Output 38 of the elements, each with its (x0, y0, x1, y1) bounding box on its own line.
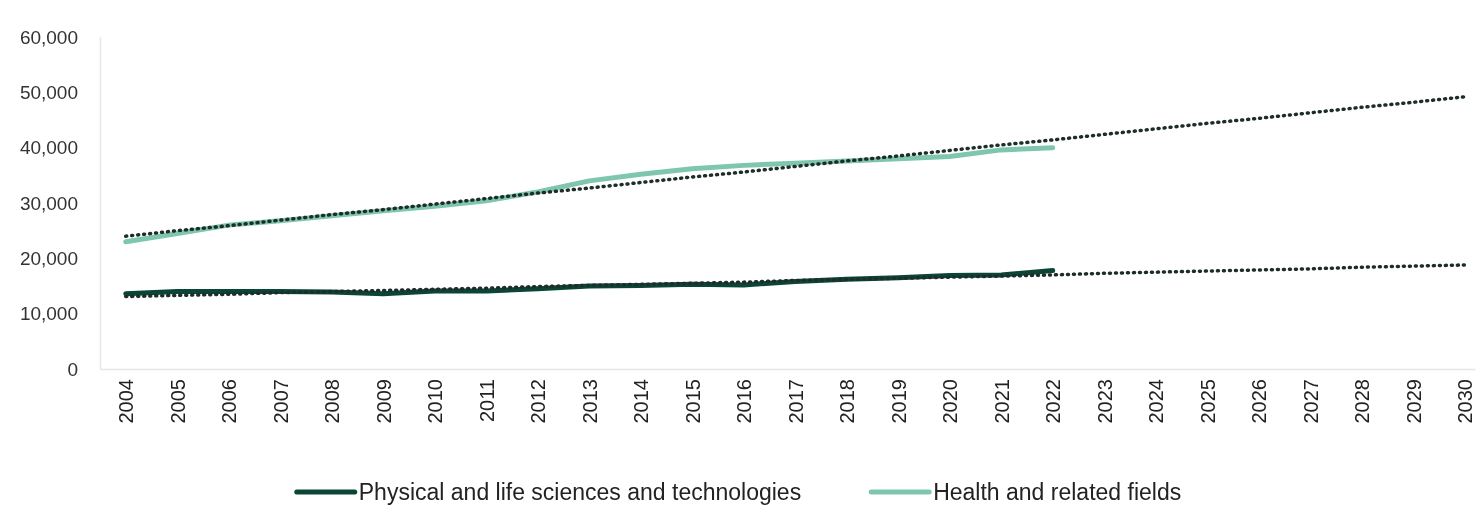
y-tick-label: 40,000 (19, 137, 78, 159)
legend-label: Health and related fields (933, 479, 1182, 506)
y-tick-label: 60,000 (19, 26, 78, 48)
x-tick-label: 2013 (578, 379, 601, 424)
x-tick-label: 2028 (1351, 379, 1374, 424)
y-tick-label: 30,000 (19, 192, 78, 214)
x-tick-label: 2029 (1402, 379, 1425, 424)
x-tick-label: 2023 (1093, 379, 1116, 424)
x-tick-label: 2024 (1145, 379, 1168, 424)
y-tick-label: 50,000 (19, 81, 78, 103)
x-tick-label: 2014 (630, 379, 653, 424)
x-tick-label: 2021 (990, 379, 1013, 424)
x-tick-label: 2005 (166, 379, 189, 424)
y-tick-label: 0 (67, 358, 78, 380)
x-tick-label: 2022 (1042, 379, 1065, 424)
x-tick-label: 2025 (1196, 379, 1219, 424)
x-tick-label: 2009 (372, 379, 395, 424)
x-tick-label: 2008 (321, 379, 344, 424)
x-tick-label: 2030 (1454, 379, 1477, 424)
x-tick-label: 2012 (527, 379, 550, 424)
x-tick-label: 2007 (269, 379, 292, 424)
legend-label: Physical and life sciences and technologies (358, 479, 802, 506)
x-tick-label: 2018 (836, 379, 859, 424)
x-tick-label: 2016 (733, 379, 756, 424)
x-tick-label: 2019 (887, 379, 910, 424)
x-tick-label: 2011 (475, 379, 498, 423)
x-tick-label: 2015 (681, 379, 704, 424)
y-tick-label: 10,000 (19, 303, 78, 325)
x-tick-label: 2020 (939, 379, 962, 424)
x-tick-label: 2006 (218, 379, 241, 424)
line-series (124, 263, 1467, 299)
line-series (124, 95, 1467, 238)
x-tick-label: 2004 (115, 379, 138, 424)
x-tick-label: 2027 (1299, 379, 1322, 424)
x-tick-label: 2017 (784, 379, 807, 424)
x-tick-label: 2026 (1248, 379, 1271, 424)
x-tick-label: 2010 (424, 379, 447, 424)
y-tick-label: 20,000 (19, 247, 78, 269)
